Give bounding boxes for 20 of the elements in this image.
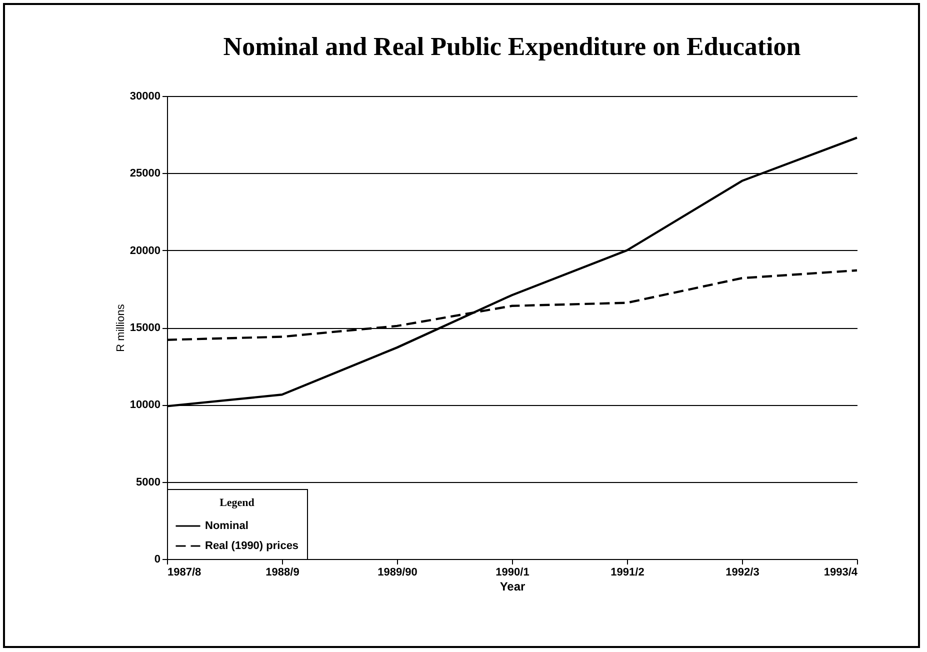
x-tick-label: 1993/4: [824, 566, 858, 578]
x-tick-label: 1991/2: [610, 566, 644, 578]
legend-title: Legend: [220, 497, 254, 509]
y-tick-label: 0: [154, 554, 160, 566]
x-axis-title: Year: [500, 580, 526, 594]
y-tick-label: 10000: [130, 399, 160, 412]
legend-label: Real (1990) prices: [205, 540, 299, 552]
y-axis-title: R millions: [114, 304, 127, 352]
x-tick-label: 1989/90: [378, 566, 418, 578]
y-tick-label: 25000: [130, 168, 160, 180]
x-tick-label: 1990/1: [496, 566, 530, 578]
legend-label: Nominal: [205, 520, 248, 532]
y-tick-label: 30000: [130, 90, 160, 102]
x-tick-label: 1992/3: [726, 566, 760, 578]
y-tick-label: 20000: [130, 244, 160, 257]
x-tick-label: 1987/8: [168, 566, 202, 578]
chart-title: Nominal and Real Public Expenditure on Education: [223, 32, 802, 61]
x-tick-label: 1988/9: [266, 566, 300, 578]
y-tick-label: 15000: [130, 322, 160, 334]
y-tick-label: 5000: [136, 476, 160, 488]
